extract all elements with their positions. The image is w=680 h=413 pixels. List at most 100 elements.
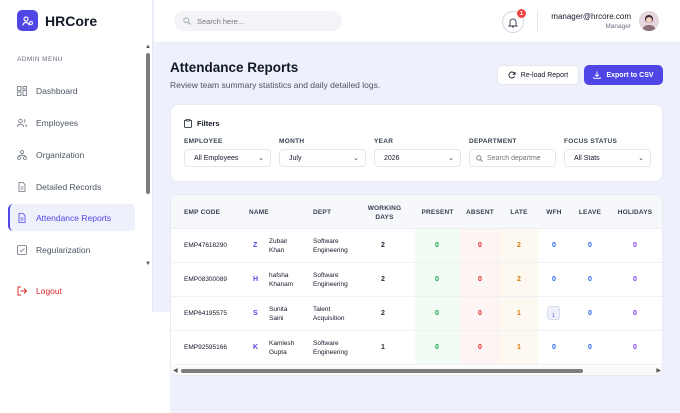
leave-value: 0 (588, 344, 592, 351)
table-horizontal-scrollbar[interactable]: ◀ ▶ (171, 366, 662, 375)
holidays-value: 0 (633, 276, 637, 283)
month-select[interactable]: July ⌄ (279, 149, 366, 167)
sidebar-item-attendance-reports[interactable]: Attendance Reports (8, 204, 135, 231)
late-value: 2 (517, 276, 521, 283)
employee-last-name: Khan (269, 247, 285, 254)
header-emp-code: EMP CODE (184, 209, 221, 216)
sidebar-scroll-thumb[interactable] (146, 53, 150, 194)
late-value: 2 (517, 242, 521, 249)
search-icon (183, 17, 191, 25)
dept-line-1: Software (313, 238, 339, 245)
sidebar-item-label: Regularization (36, 244, 91, 255)
chevron-down-icon: ⌄ (258, 155, 264, 162)
sidebar-item-dashboard[interactable]: Dashboard (8, 77, 135, 104)
scroll-up-arrow-icon[interactable]: ▲ (145, 44, 151, 50)
sidebar-scrollbar[interactable]: ▲ ▼ (145, 44, 151, 270)
search-icon (476, 154, 483, 162)
bell-icon (508, 18, 518, 27)
wfh-value: 0 (552, 344, 556, 351)
menu-section-label: ADMIN MENU (17, 56, 63, 63)
user-role: Manager (605, 23, 631, 30)
late-value: 1 (517, 310, 521, 317)
refresh-icon (508, 71, 516, 79)
report-icon (18, 212, 26, 223)
export-csv-button[interactable]: Export to CSV (584, 65, 663, 85)
working-days-value: 2 (381, 310, 385, 317)
wfh-value-badge[interactable]: 1 (547, 306, 560, 320)
dept-line-2: Engineering (313, 281, 348, 288)
sidebar-item-label: Employees (36, 117, 79, 128)
attendance-table: EMP CODE NAME DEPT WORKING DAYS PRESENT … (170, 194, 663, 376)
clipboard-icon (184, 119, 192, 128)
avatar[interactable] (639, 11, 659, 31)
sidebar-item-regularization[interactable]: Regularization (8, 236, 135, 263)
employee-last-name: Gupta (269, 349, 287, 356)
sidebar-item-employees[interactable]: Employees (8, 109, 135, 136)
header-wfh: WFH (546, 209, 562, 216)
name-initial: Z (253, 242, 258, 249)
table-header-row: EMP CODE NAME DEPT WORKING DAYS PRESENT … (171, 195, 662, 229)
absent-column-tint (460, 229, 500, 365)
scroll-down-arrow-icon[interactable]: ▼ (145, 261, 151, 267)
absent-value: 0 (478, 242, 482, 249)
table-scroll-thumb[interactable] (181, 369, 583, 373)
emp-code-cell: EMP64195575 (184, 310, 228, 317)
scroll-left-arrow-icon[interactable]: ◀ (173, 368, 178, 374)
filters-panel: Filters EMPLOYEE All Employees ⌄ MONTH J… (170, 104, 663, 182)
sidebar-footer: Logout (0, 286, 170, 413)
scroll-right-arrow-icon[interactable]: ▶ (656, 368, 661, 374)
emp-code-cell: EMP08300089 (184, 276, 228, 283)
check-square-icon (17, 244, 27, 255)
dept-line-2: Acquisition (313, 315, 345, 322)
chevron-down-icon: ⌄ (353, 155, 359, 162)
present-value: 0 (435, 344, 439, 351)
present-column-tint (415, 229, 460, 365)
notification-count-badge: 1 (517, 9, 526, 18)
leave-value: 0 (588, 276, 592, 283)
table-row[interactable]: EMP64195575 S Sunita Saini Talent Acquisition… (171, 297, 662, 331)
table-row[interactable]: EMP92595166 K Kamlesh Gupta Software Engineer… (171, 331, 662, 365)
header-dept: DEPT (313, 209, 332, 216)
name-initial: S (253, 310, 258, 317)
holidays-value: 0 (633, 310, 637, 317)
late-value: 1 (517, 344, 521, 351)
absent-value: 0 (478, 344, 482, 351)
absent-value: 0 (478, 276, 482, 283)
department-search-input[interactable] (487, 154, 553, 162)
filters-title: Filters (184, 119, 220, 128)
sidebar-item-organization[interactable]: Organization (8, 141, 135, 168)
chevron-down-icon: ⌄ (448, 155, 454, 162)
working-days-value: 1 (381, 344, 385, 351)
year-select[interactable]: 2026 ⌄ (374, 149, 461, 167)
brand[interactable]: HRCore (17, 10, 97, 31)
absent-value: 0 (478, 310, 482, 317)
document-icon (18, 181, 26, 192)
focus-status-select[interactable]: All Stats ⌄ (564, 149, 651, 167)
header-absent: ABSENT (466, 209, 494, 216)
sidebar-item-detailed-records[interactable]: Detailed Records (8, 173, 135, 200)
wfh-value: 0 (552, 276, 556, 283)
org-chart-icon (17, 149, 27, 160)
department-search[interactable] (469, 149, 556, 167)
header-late: LATE (510, 209, 528, 216)
reload-report-button[interactable]: Re-load Report (497, 65, 579, 85)
notifications-button[interactable]: 1 (502, 9, 526, 33)
employee-select[interactable]: All Employees ⌄ (184, 149, 271, 167)
logout-button[interactable]: Logout (8, 277, 135, 304)
user-email: manager@hrcore.com (551, 12, 631, 21)
holidays-value: 0 (633, 344, 637, 351)
late-column-tint (500, 229, 538, 365)
table-row[interactable]: EMP47618290 Z Zubair Khan Software Engineerin… (171, 229, 662, 263)
emp-code-cell: EMP47618290 (184, 242, 228, 249)
dept-line-1: Software (313, 340, 339, 347)
chevron-down-icon: ⌄ (638, 155, 644, 162)
header-working-days: WORKING DAYS (367, 205, 402, 221)
employee-first-name: Zubair (269, 238, 288, 245)
working-days-value: 2 (381, 242, 385, 249)
global-search[interactable] (174, 11, 342, 31)
search-input[interactable] (197, 16, 327, 26)
download-icon (593, 71, 602, 79)
export-label: Export to CSV (606, 71, 654, 79)
wfh-value: 0 (552, 242, 556, 249)
